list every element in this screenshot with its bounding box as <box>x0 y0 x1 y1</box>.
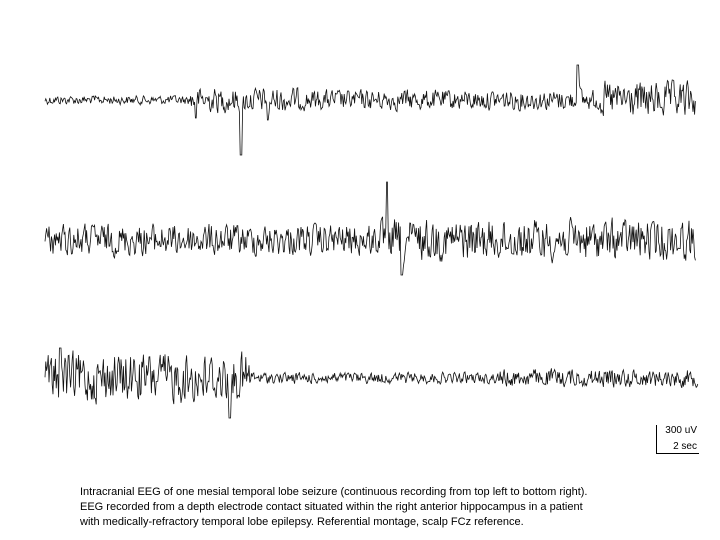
scale-bar-amplitude: 300 uV <box>665 425 697 436</box>
eeg-trace <box>44 181 696 276</box>
eeg-trace <box>44 347 699 419</box>
eeg-trace <box>44 64 696 156</box>
scale-bar-time: 2 sec <box>673 441 697 452</box>
caption-line: EEG recorded from a depth electrode cont… <box>80 501 583 513</box>
caption-line: with medically-refractory temporal lobe … <box>80 516 524 528</box>
caption-line: Intracranial EEG of one mesial temporal … <box>80 486 588 498</box>
eeg-traces <box>44 64 699 419</box>
